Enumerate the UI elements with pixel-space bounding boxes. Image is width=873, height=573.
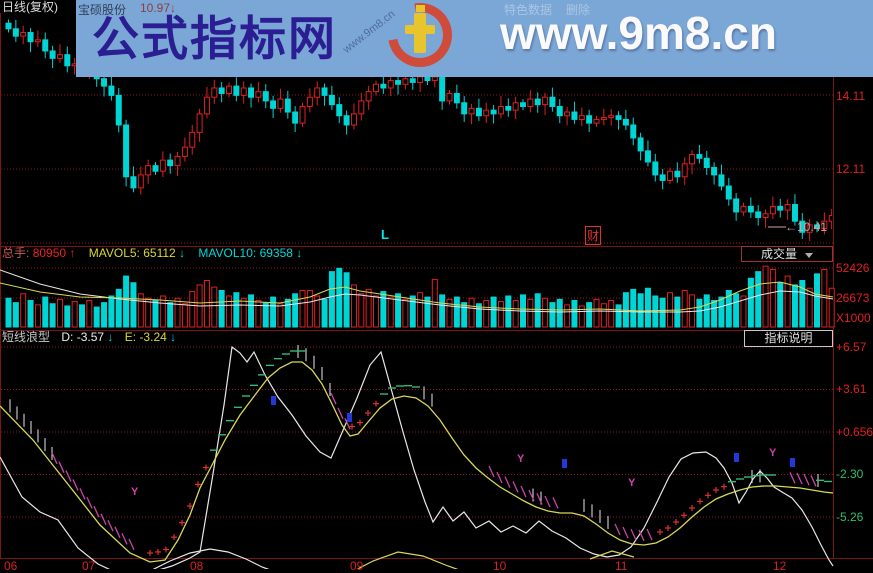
indicator-header: 短线浪型 D: -3.57 ↓ E: -3.24 ↓ (2, 331, 176, 344)
mavol10-label: MAVOL10: (198, 246, 257, 260)
watermark-site-url: www.9m8.cn (500, 7, 777, 59)
zongshou-value: 80950 (32, 246, 67, 260)
axis-label: 12.11 (836, 162, 866, 176)
watermark-site-name: 公式指标网 (92, 12, 337, 65)
axis-label: +3.61 (836, 382, 867, 396)
down-arrow-icon: ↓ (170, 330, 177, 344)
d-label: D: (61, 330, 74, 344)
watermark-banner: 宝硕股份 10.97↓ 特色数据 删除 www.9m8.cn 公式指标网 www… (76, 0, 873, 77)
volume-type-dropdown[interactable]: 成交量 (741, 246, 833, 262)
e-value: -3.24 (139, 330, 167, 344)
y-signal-marker: Y (131, 486, 139, 498)
menu-item-special-data[interactable]: 特色数据 (504, 3, 553, 17)
y-signal-marker: Y (517, 453, 525, 465)
date-label: 10 (493, 559, 507, 573)
menu-item-delete[interactable]: 删除 (566, 3, 591, 17)
date-label: 09 (350, 559, 364, 573)
period-label[interactable]: 日线(复权) (2, 0, 58, 14)
logo-detail (416, 5, 425, 12)
date-label: 08 (190, 559, 204, 573)
axis-label: -5.26 (836, 510, 864, 524)
mavol10-value: 69358 (259, 246, 293, 260)
d-value: -3.57 (76, 330, 105, 344)
stock-name: 宝硕股份 (78, 3, 127, 17)
last-price-label: ←10.41 (785, 220, 828, 234)
axis-label: 14.11 (836, 89, 866, 103)
chevron-down-icon (805, 253, 813, 258)
down-arrow-icon: ↓ (296, 246, 303, 260)
date-label: 12 (773, 559, 787, 573)
indicator-help-label: 指标说明 (764, 331, 813, 345)
axis-label: +0.656 (836, 425, 873, 439)
axis-label: X1000 (836, 311, 871, 325)
mavol5-value: 65112 (143, 246, 176, 260)
date-label: 11 (615, 559, 628, 573)
volume-header: 总手: 80950 ↑ MAVOL5: 65112 ↓ MAVOL10: 693… (2, 247, 302, 260)
y-signal-marker: Y (628, 477, 636, 489)
e-label: E: (124, 330, 137, 344)
axis-label: 52426 (836, 261, 870, 275)
date-label: 07 (82, 559, 96, 573)
volume-type-label: 成交量 (760, 247, 797, 261)
zongshou-label: 总手: (2, 246, 30, 260)
indicator-name[interactable]: 短线浪型 (2, 330, 51, 344)
event-marker-L[interactable]: L (381, 227, 389, 242)
axis-label: -2.30 (836, 467, 864, 481)
up-arrow-icon: ↑ (69, 246, 76, 260)
down-arrow-icon: ↓ (107, 330, 114, 344)
faint-price: 10.97↓ (140, 1, 177, 15)
y-signal-marker: Y (769, 447, 777, 459)
logo-detail (405, 25, 435, 34)
axis-label: +6.57 (836, 340, 867, 354)
mavol5-label: MAVOL5: (88, 246, 140, 260)
site-logo-icon (375, 0, 465, 77)
axis-label: 26673 (836, 291, 870, 305)
indicator-help-button[interactable]: 指标说明 (744, 330, 833, 347)
date-label: 06 (4, 559, 18, 573)
event-marker-cai[interactable]: 财 (585, 226, 602, 245)
down-arrow-icon: ↓ (179, 246, 186, 260)
